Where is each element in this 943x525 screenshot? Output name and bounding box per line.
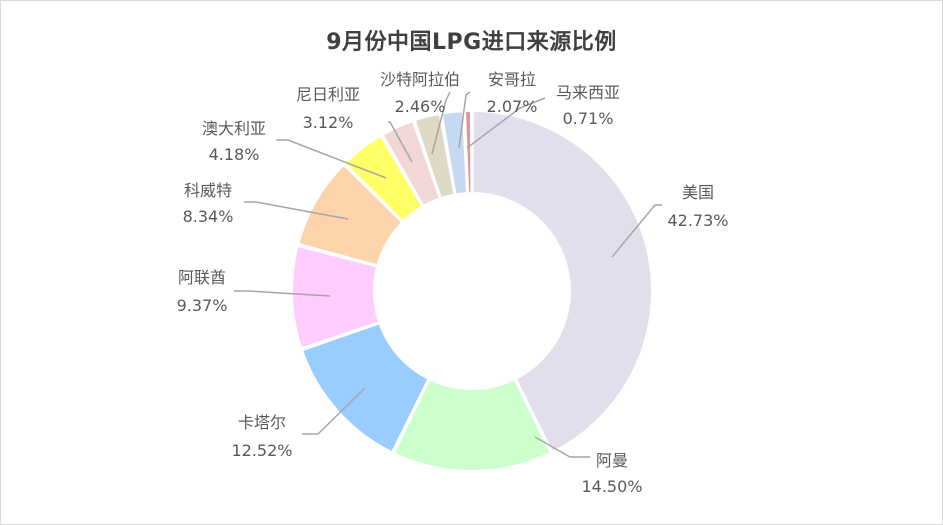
donut-slice-3 <box>300 322 430 454</box>
slice-name-label-7: 尼日利亚 <box>296 85 360 104</box>
slice-name-label-2: 阿曼 <box>596 451 628 470</box>
donut-slice-10 <box>464 109 473 195</box>
donut-slice-5 <box>297 163 404 267</box>
donut-slice-4 <box>291 244 381 350</box>
slice-percent-label-8: 2.46% <box>395 97 446 116</box>
slice-percent-label-9: 2.07% <box>487 97 538 116</box>
slice-name-label-5: 科威特 <box>184 181 232 200</box>
donut-slice-1 <box>471 109 653 454</box>
leader-line-1 <box>611 204 662 258</box>
donut-slice-2 <box>392 377 552 472</box>
donut-slice-8 <box>413 112 456 200</box>
leader-line-3 <box>302 387 366 435</box>
slice-percent-label-5: 8.34% <box>183 207 234 226</box>
slice-percent-label-1: 42.73% <box>667 211 728 230</box>
leader-line-9 <box>458 91 471 149</box>
chart-title: 9月份中国LPG进口来源比例 <box>326 30 617 55</box>
slice-percent-label-6: 4.18% <box>209 145 260 164</box>
slice-name-label-4: 阿联酋 <box>178 268 226 287</box>
leader-line-2 <box>534 436 590 458</box>
slice-percent-label-10: 0.71% <box>563 109 614 128</box>
leader-line-7 <box>388 121 413 163</box>
leader-line-10 <box>466 97 546 149</box>
leader-line-6 <box>276 139 387 179</box>
slice-name-label-1: 美国 <box>682 183 714 202</box>
slice-percent-label-3: 12.52% <box>231 441 292 460</box>
leader-line-4 <box>234 290 331 297</box>
leader-line-8 <box>431 91 451 155</box>
slice-name-label-9: 安哥拉 <box>488 70 536 89</box>
slice-name-label-10: 马来西亚 <box>556 83 620 102</box>
slice-percent-label-4: 9.37% <box>177 296 228 315</box>
donut-slice-6 <box>343 134 424 223</box>
slice-name-label-8: 沙特阿拉伯 <box>380 70 460 89</box>
slice-percent-label-2: 14.50% <box>581 477 642 496</box>
slice-name-label-6: 澳大利亚 <box>202 119 266 138</box>
slice-percent-label-7: 3.12% <box>303 113 354 132</box>
donut-slice-7 <box>381 119 442 208</box>
slice-name-label-3: 卡塔尔 <box>238 413 286 432</box>
leader-line-5 <box>244 201 349 220</box>
